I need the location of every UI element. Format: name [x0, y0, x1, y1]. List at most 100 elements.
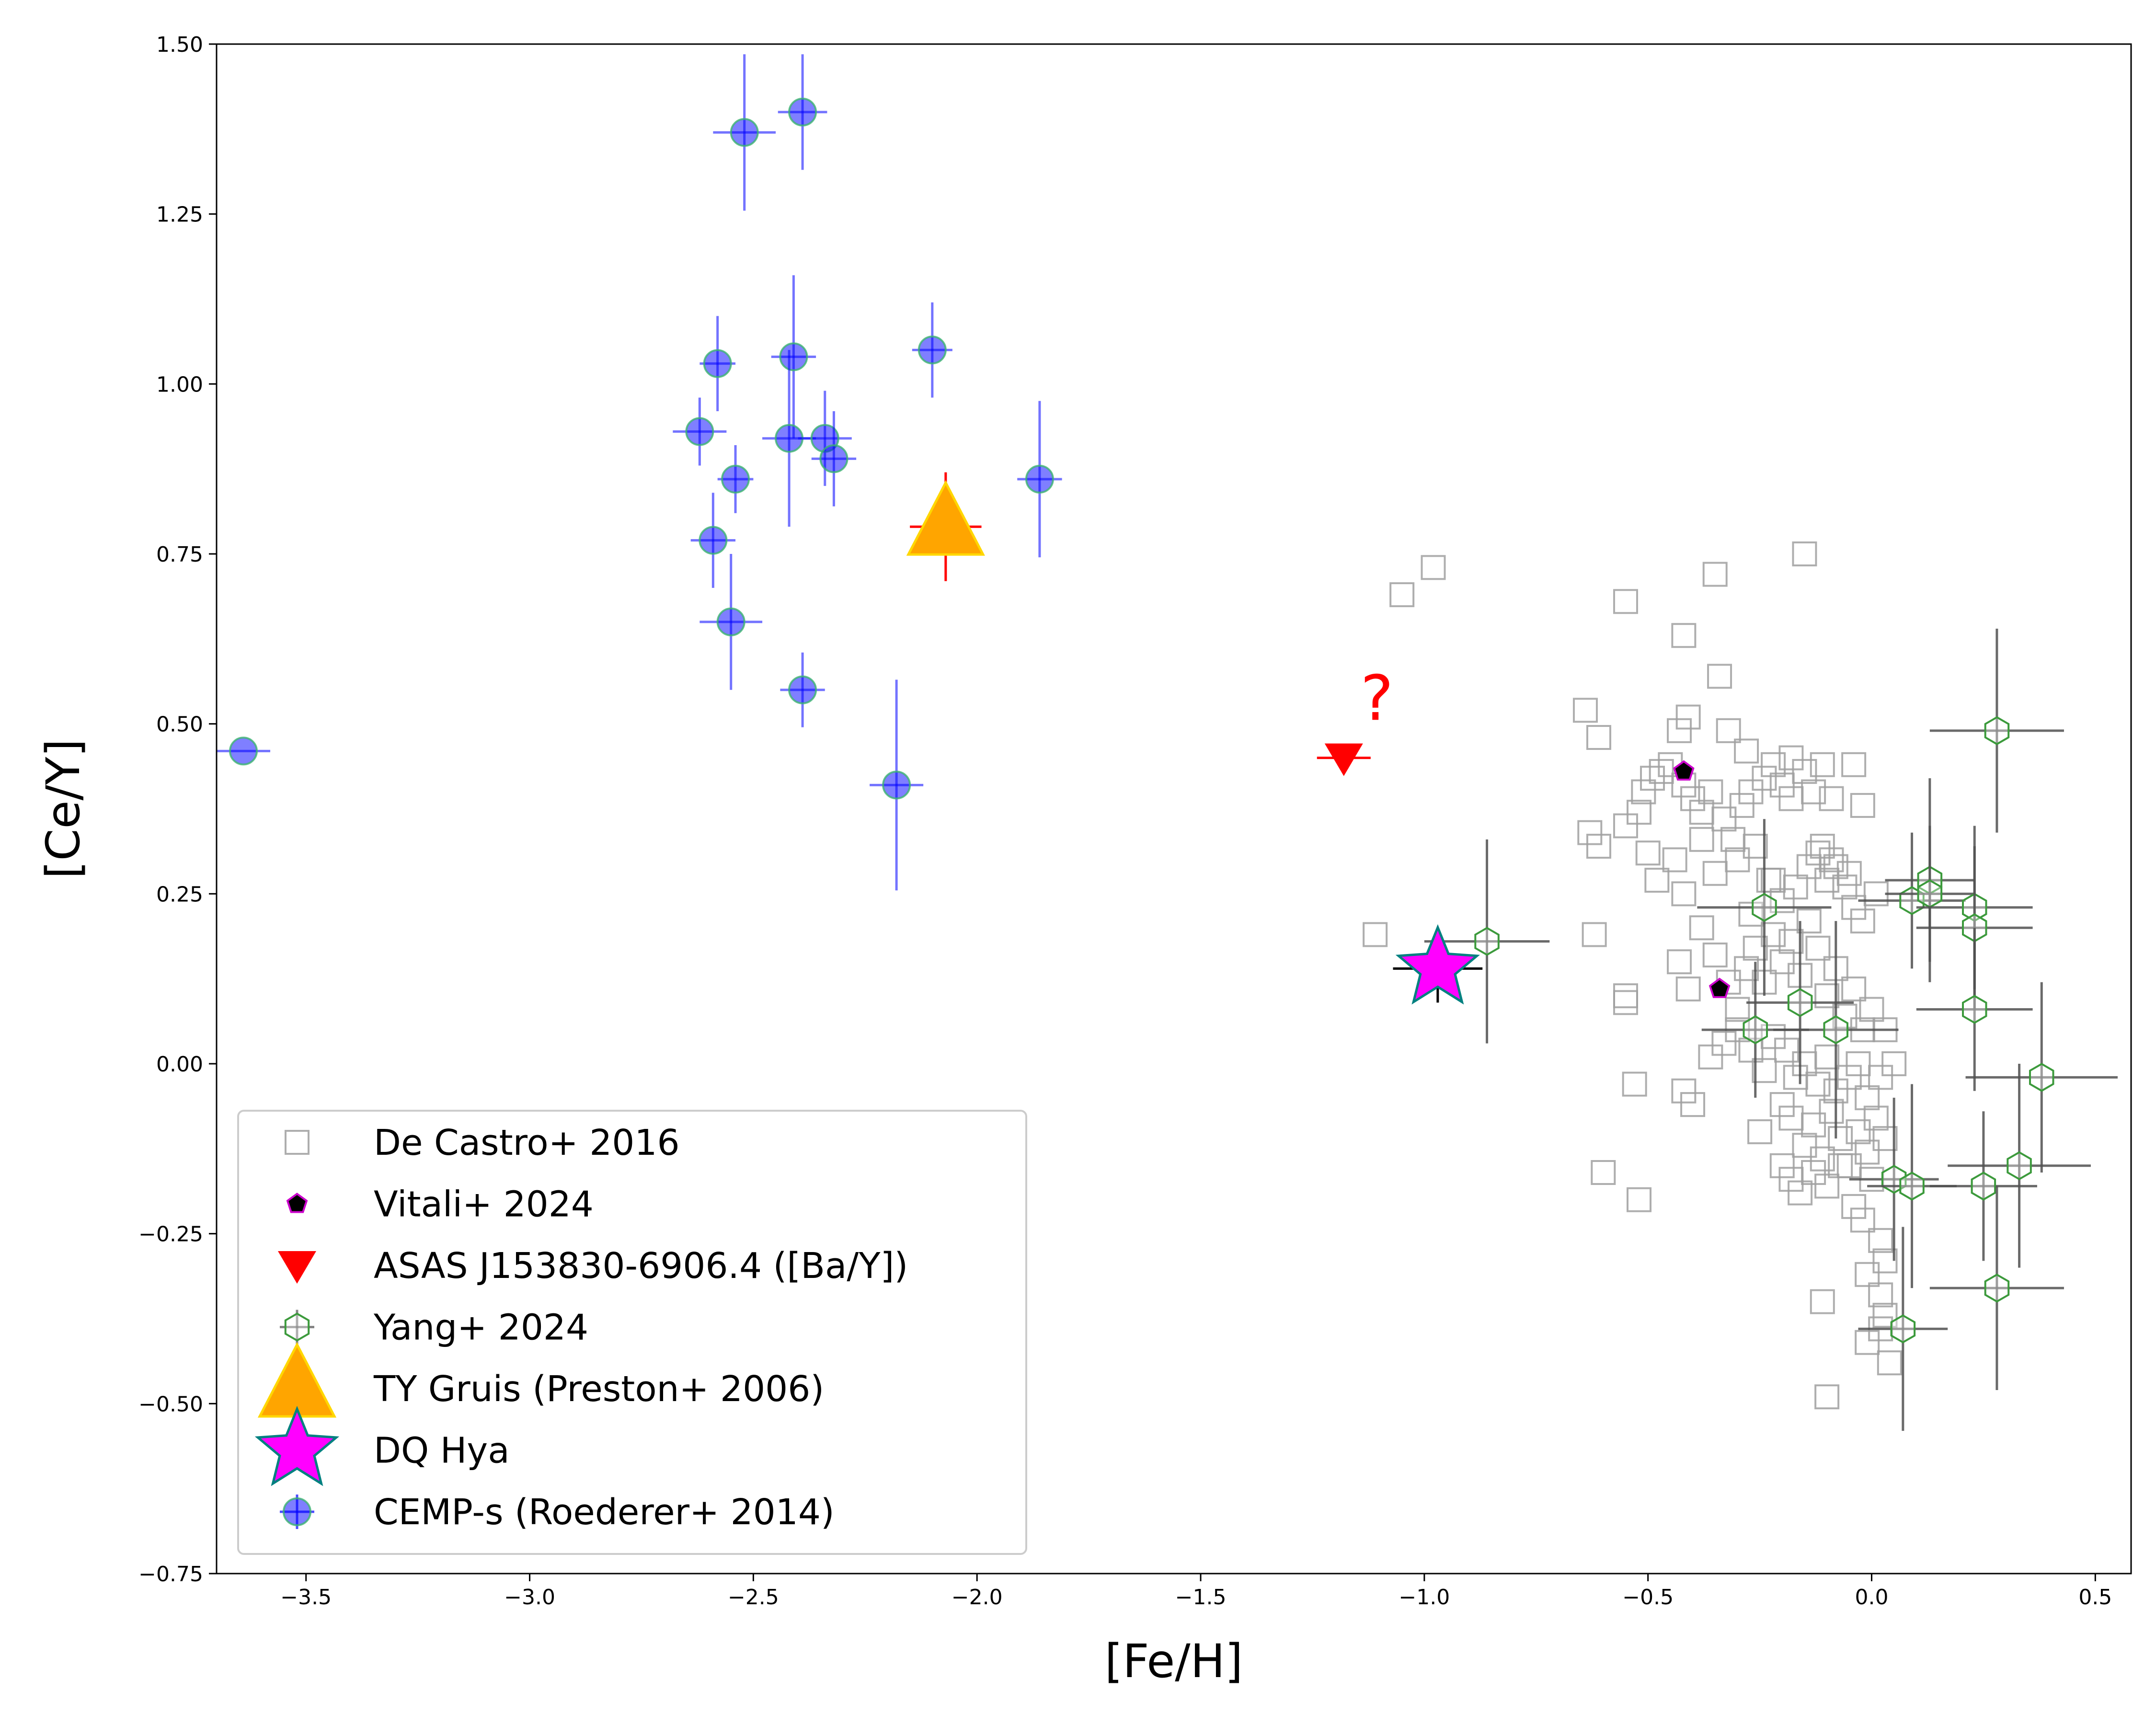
data-point [1984, 716, 2010, 746]
legend-marker [283, 1497, 311, 1526]
data-point [1671, 881, 1697, 907]
data-point [1832, 1003, 1858, 1029]
y-tick-label: 1.50 [156, 33, 203, 57]
data-point [730, 118, 759, 147]
data-point [1792, 541, 1817, 566]
data-point [1805, 1071, 1831, 1097]
data-point [1591, 1160, 1616, 1185]
data-point [1671, 1078, 1697, 1104]
data-point [1917, 879, 1943, 908]
data-point [1792, 759, 1817, 784]
data-point [1890, 1314, 1916, 1344]
x-tick-label: −3.0 [504, 1585, 555, 1610]
data-point [1702, 943, 1728, 968]
series-triangle-up [906, 472, 985, 581]
x-tick-label: −0.5 [1622, 1585, 1674, 1610]
data-point [1778, 1167, 1804, 1192]
data-point [1850, 793, 1875, 818]
legend-label: DQ Hya [374, 1430, 510, 1472]
data-point [1689, 827, 1714, 852]
data-point [1850, 908, 1875, 934]
data-point [1725, 847, 1750, 873]
data-point [1877, 1350, 1902, 1376]
data-point [1899, 1172, 1925, 1201]
data-point [229, 736, 258, 766]
data-point [1577, 820, 1603, 845]
data-point [716, 607, 745, 636]
x-tick-label: −2.0 [952, 1585, 1003, 1610]
data-point [1846, 1119, 1871, 1144]
y-tick-label: −0.50 [138, 1392, 203, 1416]
data-point [882, 770, 911, 800]
data-point [1778, 929, 1804, 954]
data-point [1761, 922, 1786, 947]
data-point [1881, 1051, 1907, 1076]
data-point [1984, 1273, 2010, 1303]
data-point [1711, 806, 1737, 832]
data-point [1640, 766, 1665, 791]
data-point [1649, 759, 1674, 784]
data-point [1734, 738, 1759, 764]
data-point [1872, 1248, 1898, 1274]
data-point [1783, 1065, 1808, 1090]
data-point [1814, 983, 1840, 1009]
data-point [1855, 1139, 1880, 1165]
data-point [1324, 743, 1363, 776]
data-point [1872, 1302, 1898, 1328]
data-point [1868, 1282, 1893, 1308]
y-axis-label: [Ce/Y] [36, 739, 90, 879]
data-point [1814, 1044, 1840, 1070]
data-point [906, 480, 985, 556]
legend-marker [254, 1405, 340, 1486]
data-point [1716, 718, 1741, 743]
data-point [1801, 1160, 1826, 1185]
data-point [1631, 779, 1656, 805]
x-tick-label: −2.5 [728, 1585, 779, 1610]
data-point [1680, 786, 1706, 811]
data-point [1859, 997, 1884, 1022]
y-tick-label: 1.00 [156, 372, 203, 397]
x-tick-label: 0.5 [2078, 1585, 2112, 1610]
data-point [1752, 1058, 1777, 1083]
data-point [1738, 779, 1764, 805]
y-tick-label: 0.00 [156, 1052, 203, 1077]
data-point [1689, 915, 1714, 941]
data-point [1667, 949, 1692, 975]
data-point [1778, 1105, 1804, 1131]
data-point [1421, 555, 1446, 580]
data-point [1841, 752, 1867, 777]
data-point [1788, 1180, 1813, 1206]
data-point [1814, 1173, 1840, 1199]
data-point [1971, 1172, 1996, 1201]
data-point [1850, 1208, 1875, 1233]
legend-marker [278, 1251, 316, 1284]
data-point [1814, 1384, 1840, 1410]
data-point [1389, 582, 1415, 608]
data-point [1644, 867, 1670, 893]
data-marks [217, 54, 2118, 1431]
data-point [1810, 1146, 1835, 1172]
legend-label: ASAS J153830-6906.4 ([Ba/Y]) [374, 1245, 908, 1287]
data-point [1841, 976, 1867, 1001]
data-point [1738, 1037, 1764, 1063]
data-point [1702, 861, 1728, 886]
x-tick-label: −3.5 [280, 1585, 332, 1610]
data-point [1774, 1037, 1800, 1063]
data-point [1769, 949, 1795, 975]
data-point [1582, 922, 1607, 947]
data-point [1725, 997, 1750, 1022]
data-point [1841, 1194, 1867, 1219]
data-point [779, 342, 808, 371]
data-point [1635, 840, 1661, 866]
data-point [1796, 908, 1822, 934]
data-point [1671, 623, 1697, 648]
data-point [1680, 1092, 1706, 1117]
data-point [1752, 893, 1777, 922]
data-point [1734, 956, 1759, 981]
data-point [1711, 1031, 1737, 1056]
data-point [1823, 1015, 1848, 1045]
data-point [1698, 1044, 1723, 1070]
data-point [721, 464, 750, 494]
data-point [1810, 752, 1835, 777]
